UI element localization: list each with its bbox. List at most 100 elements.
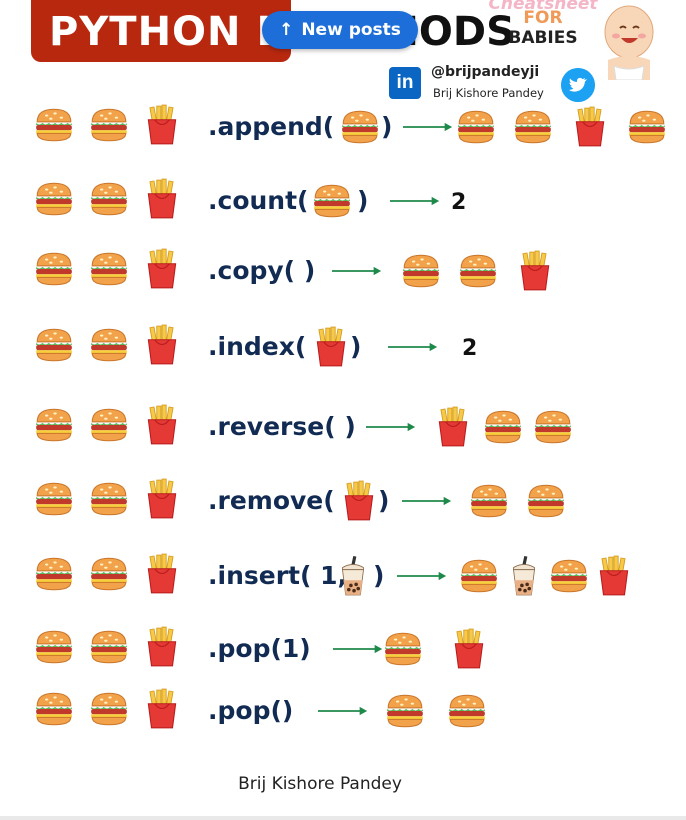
twitter-icon[interactable] (561, 68, 595, 102)
arrow-right-icon (318, 705, 368, 717)
arrow-right-icon (332, 265, 382, 277)
title-banner: PYTHON LIST (31, 0, 291, 62)
method-name: .append( (208, 112, 335, 141)
arrow-up-icon: ↑ (279, 20, 294, 40)
burger-icon (482, 406, 524, 448)
arrow-right-icon (333, 643, 383, 655)
arrow-right-icon (390, 195, 440, 207)
fries-icon (141, 478, 183, 520)
burger-icon (33, 178, 75, 220)
burger-icon (88, 104, 130, 146)
burger-icon (400, 250, 442, 292)
burger-icon (458, 555, 500, 597)
new-posts-button[interactable]: ↑ New posts (262, 11, 418, 49)
burger-icon (382, 628, 424, 670)
burger-icon (512, 106, 554, 148)
method-close-paren: ) (378, 486, 390, 515)
method-name: .copy( ) (208, 256, 316, 285)
burger-icon (626, 106, 668, 148)
arrow-right-icon (402, 495, 452, 507)
result-value: 2 (462, 336, 478, 361)
burger-icon (88, 178, 130, 220)
burger-icon (88, 248, 130, 290)
method-name: .count( (208, 186, 309, 215)
burger-icon (88, 324, 130, 366)
fries-icon (338, 480, 380, 522)
new-posts-label: New posts (301, 20, 401, 40)
burger-icon (384, 690, 426, 732)
method-close-paren: ) (350, 332, 362, 361)
fries-icon (141, 553, 183, 595)
method-row: .reverse( ) (0, 404, 686, 460)
burger-icon (446, 690, 488, 732)
method-name: .remove( (208, 486, 335, 515)
fries-icon (141, 104, 183, 146)
method-name: .pop(1) (208, 634, 311, 663)
fries-icon (569, 106, 611, 148)
method-close-paren: ) (381, 112, 393, 141)
burger-icon (88, 478, 130, 520)
burger-icon (33, 626, 75, 668)
method-row: .copy( ) (0, 248, 686, 304)
fries-icon (448, 628, 490, 670)
method-name: .index( (208, 332, 307, 361)
method-row: .pop(1) (0, 626, 686, 682)
fries-icon (432, 406, 474, 448)
burger-icon (457, 250, 499, 292)
burger-icon (311, 180, 353, 222)
burger-icon (33, 248, 75, 290)
method-row: .count() 2 (0, 178, 686, 234)
method-row: .remove() (0, 478, 686, 534)
arrow-right-icon (403, 121, 453, 133)
burger-icon (468, 480, 510, 522)
burger-icon (525, 480, 567, 522)
bottom-divider (0, 816, 686, 820)
author-name: Brij Kishore Pandey (433, 86, 544, 100)
method-name: .reverse( ) (208, 412, 356, 441)
boba-icon (332, 555, 374, 597)
arrow-right-icon (388, 341, 438, 353)
burger-icon (548, 555, 590, 597)
burger-icon (455, 106, 497, 148)
footer-author: Brij Kishore Pandey (238, 774, 402, 794)
author-handle: @brijpandeyji (431, 64, 540, 80)
burger-icon (532, 406, 574, 448)
burger-icon (88, 688, 130, 730)
babies-label: BABIES (508, 28, 578, 48)
burger-icon (33, 404, 75, 446)
burger-icon (88, 553, 130, 595)
method-name: .insert( 1, (208, 561, 348, 590)
method-row: .pop() (0, 688, 686, 744)
method-row: .append() (0, 104, 686, 160)
fries-icon (141, 404, 183, 446)
burger-icon (33, 688, 75, 730)
method-row: .index() 2 (0, 324, 686, 380)
fries-icon (141, 626, 183, 668)
title-text: PYTHON LIST (49, 9, 291, 55)
for-label: FOR (523, 8, 563, 28)
burger-icon (33, 104, 75, 146)
method-close-paren: ) (373, 561, 385, 590)
method-row: .insert( 1,) (0, 553, 686, 609)
burger-icon (339, 106, 381, 148)
method-close-paren: ) (357, 186, 369, 215)
burger-icon (33, 478, 75, 520)
burger-icon (88, 626, 130, 668)
burger-icon (33, 324, 75, 366)
arrow-right-icon (397, 570, 447, 582)
linkedin-icon[interactable]: in (389, 67, 421, 99)
fries-icon (141, 248, 183, 290)
fries-icon (141, 324, 183, 366)
cheatsheet-label: Cheatsheet (488, 0, 598, 14)
fries-icon (310, 326, 352, 368)
fries-icon (593, 555, 635, 597)
boba-icon (503, 555, 545, 597)
method-name: .pop() (208, 696, 294, 725)
arrow-right-icon (366, 421, 416, 433)
burger-icon (33, 553, 75, 595)
result-value: 2 (451, 190, 467, 215)
fries-icon (141, 688, 183, 730)
fries-icon (141, 178, 183, 220)
burger-icon (88, 404, 130, 446)
fries-icon (514, 250, 556, 292)
